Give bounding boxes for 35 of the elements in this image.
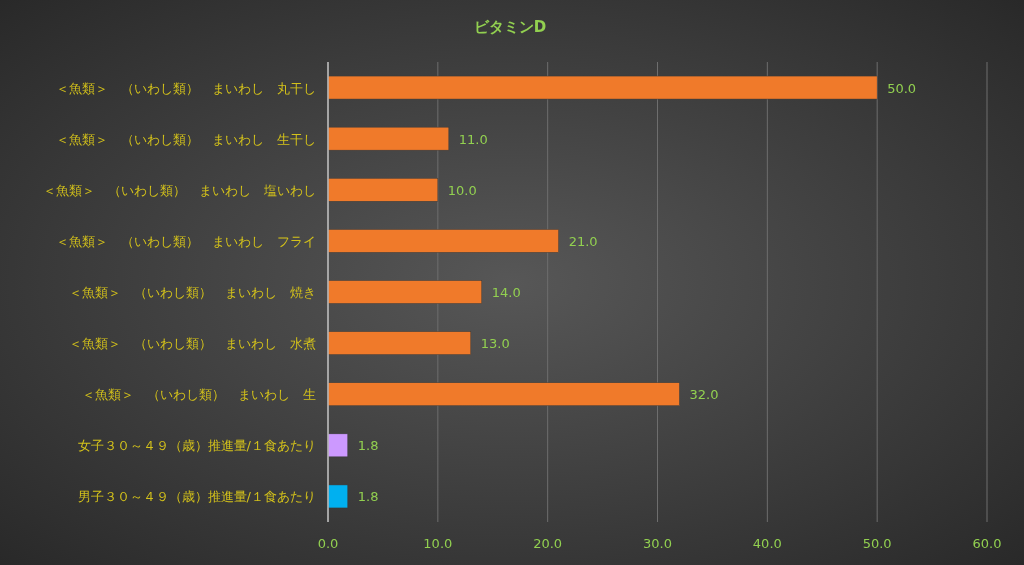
data-label: 1.8 [357,438,379,454]
y-tick-label: 男子３０～４９（歳）推進量/１食あたり [77,489,316,505]
x-tick-label: 50.0 [862,536,892,551]
data-label: 11.0 [458,131,488,147]
bar [327,126,450,151]
data-label: 21.0 [568,233,598,249]
y-tick-label: ＜魚類＞ （いわし類） まいわし 水煮 [69,336,316,352]
bar [327,75,878,100]
x-tick-label: 60.0 [972,536,1002,551]
bar [327,484,349,509]
data-label: 13.0 [480,336,510,352]
bar [327,178,439,202]
data-label: 50.0 [887,80,917,96]
y-tick-label: ＜魚類＞ （いわし類） まいわし フライ [56,233,316,249]
chart-title: ビタミンD [473,18,547,36]
data-label: 10.0 [447,182,477,198]
bar [327,382,680,406]
bar [327,433,349,458]
y-tick-label: ＜魚類＞ （いわし類） まいわし 塩いわし [43,182,316,198]
data-label: 32.0 [689,387,719,403]
data-label: 14.0 [491,285,521,300]
x-tick-label: 30.0 [643,536,672,551]
data-label: 1.8 [357,489,379,505]
bar [327,280,483,304]
x-tick-label: 10.0 [423,536,453,551]
y-tick-label: ＜魚類＞ （いわし類） まいわし 生 [82,387,316,403]
y-tick-label: ＜魚類＞ （いわし類） まいわし 生干し [56,131,316,147]
x-tick-label: 40.0 [752,536,782,551]
y-tick-label: 女子３０～４９（歳）推進量/１食あたり [77,438,316,454]
bar [327,331,472,355]
x-tick-label: 0.0 [317,536,339,551]
bar [327,229,559,253]
y-tick-label: ＜魚類＞ （いわし類） まいわし 焼き [69,285,316,300]
y-tick-label: ＜魚類＞ （いわし類） まいわし 丸干し [56,80,316,96]
x-tick-label: 20.0 [533,536,563,551]
